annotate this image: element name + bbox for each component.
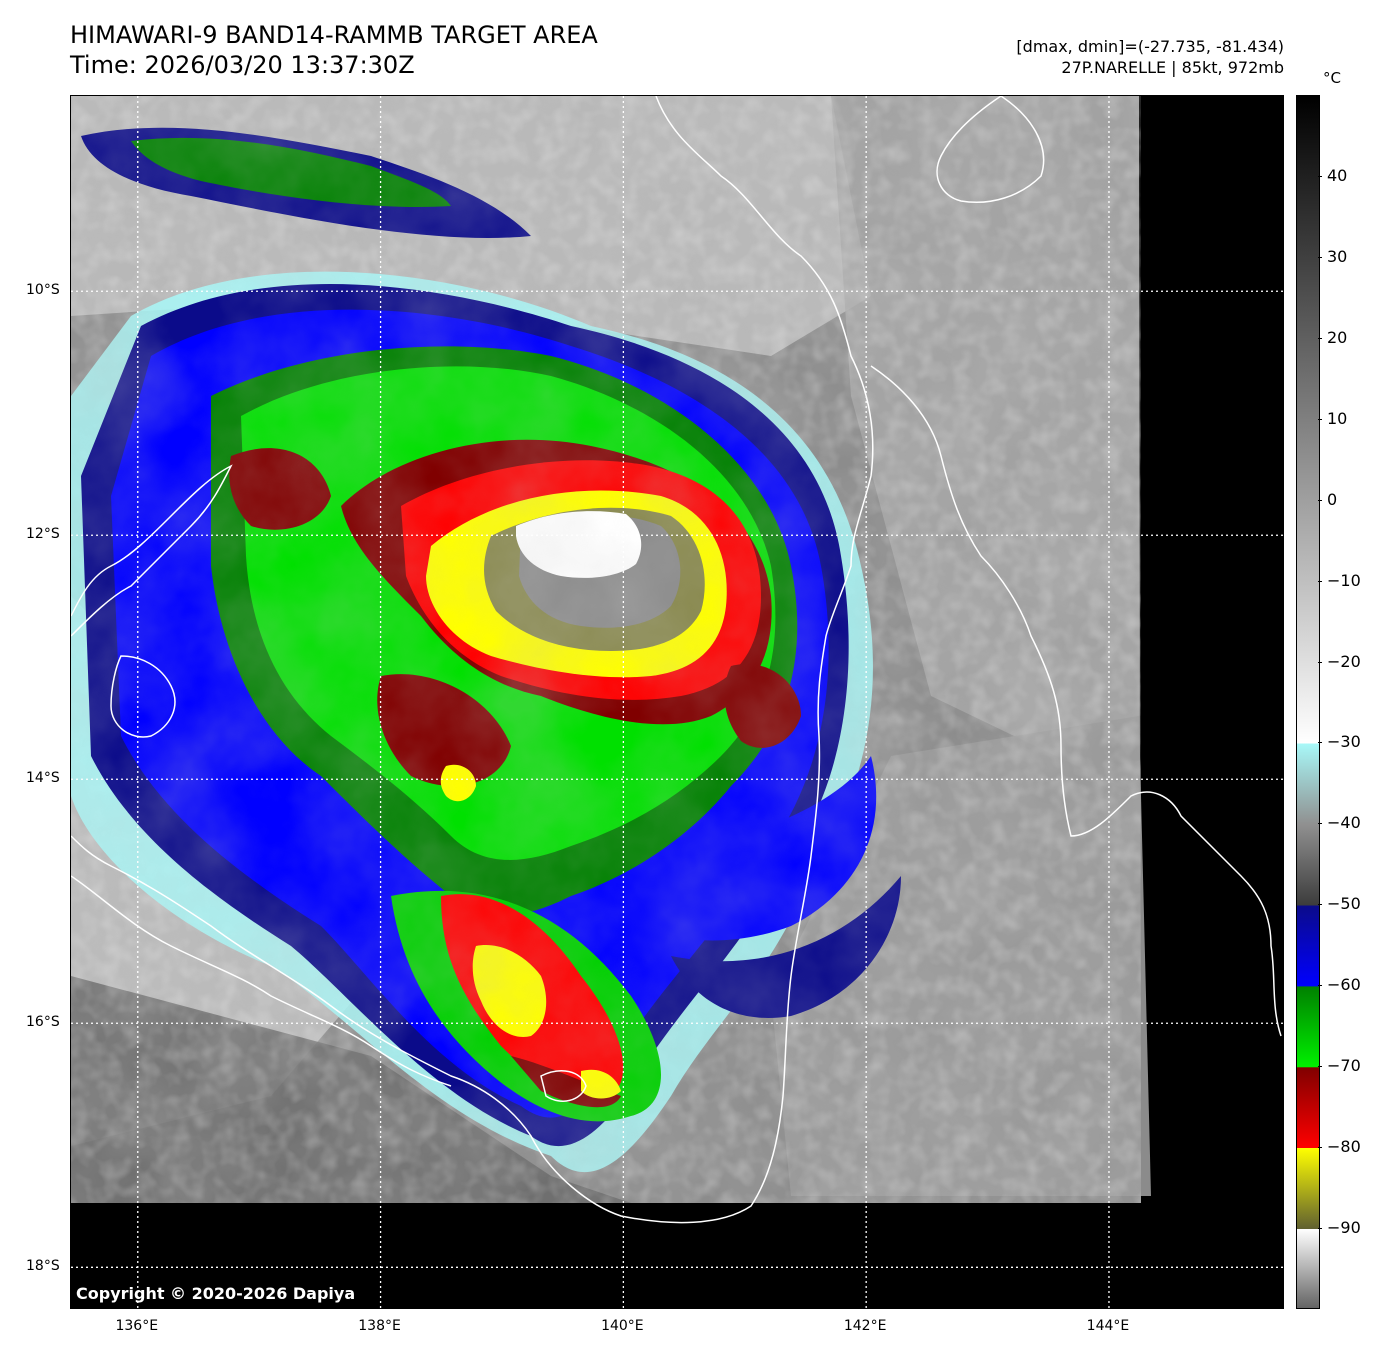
colorbar-tick	[1318, 1147, 1322, 1149]
longitude-label: 144°E	[1086, 1318, 1130, 1334]
colorbar-tick	[1318, 1066, 1322, 1068]
satellite-map[interactable]	[70, 95, 1284, 1309]
northern-islands	[936, 96, 1045, 203]
longitude-label: 142°E	[843, 1318, 887, 1334]
colorbar-label: −60	[1327, 975, 1361, 995]
colorbar-tick	[1318, 418, 1322, 420]
colorbar-label: −40	[1327, 813, 1361, 833]
colorbar-tick	[1318, 742, 1322, 744]
latitude-label: 18°S	[26, 1258, 60, 1275]
colorbar	[1296, 95, 1320, 1309]
colorbar-label: −20	[1327, 651, 1361, 671]
colorbar-label: 20	[1327, 327, 1348, 347]
colorbar-tick	[1318, 823, 1322, 825]
colorbar-label: −70	[1327, 1056, 1361, 1076]
colorbar-tick	[1318, 499, 1322, 501]
east-cape-york-coast	[870, 365, 1282, 1037]
southern-gulf-coast	[71, 875, 452, 1087]
imagery-layer	[71, 96, 1283, 1308]
coastlines	[71, 96, 1282, 1224]
latitude-label: 10°S	[26, 282, 60, 299]
west-arnhem-coast	[71, 464, 233, 637]
colorbar-tick	[1318, 1228, 1322, 1230]
latitude-label: 16°S	[26, 1014, 60, 1031]
colorbar-tick	[1318, 175, 1322, 177]
wellesley-islands	[540, 1070, 587, 1102]
graticule	[71, 96, 1283, 1308]
colorbar-label: −80	[1327, 1137, 1361, 1157]
longitude-label: 138°E	[358, 1318, 401, 1334]
cape-york-coastline	[71, 96, 874, 1224]
longitude-label: 140°E	[601, 1318, 644, 1334]
copyright-notice: Copyright © 2020-2026 Dapiya	[76, 1284, 356, 1303]
colorbar-tick	[1318, 985, 1322, 987]
temperature-range: [dmax, dmin]=(-27.735, -81.434)	[1016, 37, 1284, 56]
colorbar-label: 0	[1327, 489, 1338, 509]
colorbar-label: 10	[1327, 408, 1348, 428]
colorbar-label: −30	[1327, 732, 1361, 752]
colorbar-tick	[1318, 580, 1322, 582]
colorbar-tick	[1318, 337, 1322, 339]
colorbar-tick	[1318, 256, 1322, 258]
colorbar-unit: °C	[1323, 69, 1341, 87]
chart-title: HIMAWARI-9 BAND14-RAMMB TARGET AREA	[70, 21, 598, 49]
colorbar-label: −50	[1327, 894, 1361, 914]
groote-islands	[110, 655, 176, 738]
colorbar-tick	[1318, 661, 1322, 663]
longitude-label: 136°E	[115, 1318, 159, 1334]
colorbar-label: 40	[1327, 165, 1348, 185]
colorbar-label: −10	[1327, 570, 1361, 590]
storm-info: 27P.NARELLE | 85kt, 972mb	[1061, 58, 1284, 77]
no-data-region-east	[1139, 96, 1283, 1308]
latitude-label: 12°S	[26, 526, 60, 543]
latitude-label: 14°S	[26, 770, 60, 787]
colorbar-tick	[1318, 904, 1322, 906]
colorbar-label: −90	[1327, 1218, 1361, 1238]
no-data-region-south	[71, 1203, 1283, 1308]
colorbar-label: 30	[1327, 246, 1348, 266]
timestamp: Time: 2026/03/20 13:37:30Z	[70, 51, 415, 79]
